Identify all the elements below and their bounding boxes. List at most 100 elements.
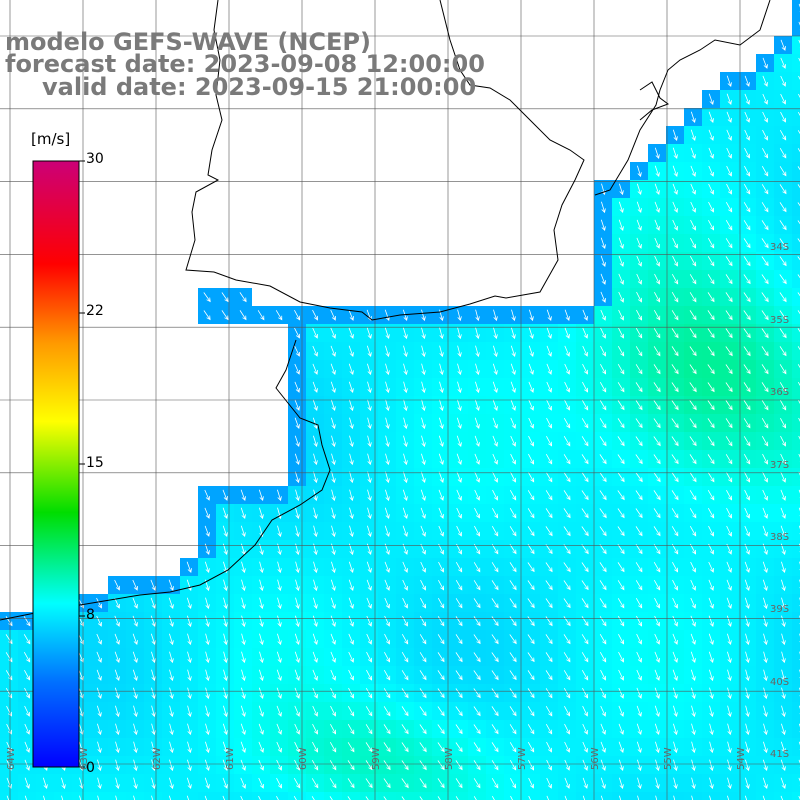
- wind-arrow: [348, 597, 354, 609]
- wind-arrow: [294, 687, 300, 699]
- wind-arrow: [582, 741, 588, 753]
- wind-cell: [792, 558, 800, 576]
- wind-arrow: [581, 526, 589, 537]
- wind-arrow: [708, 525, 714, 537]
- wind-arrow: [672, 562, 678, 573]
- wind-arrow: [599, 436, 607, 447]
- wind-arrow: [419, 652, 427, 663]
- wind-arrow: [456, 471, 462, 483]
- wind-arrow: [725, 274, 733, 285]
- wind-arrow: [151, 795, 154, 800]
- wind-arrow: [491, 634, 499, 645]
- wind-arrow: [726, 111, 732, 123]
- wind-arrow: [349, 453, 354, 466]
- wind-arrow: [79, 795, 82, 800]
- wind-arrow: [672, 615, 678, 627]
- wind-arrow: [581, 598, 589, 609]
- longitude-label: 58W: [444, 747, 455, 770]
- wind-arrow: [349, 525, 354, 538]
- wind-arrow: [259, 651, 264, 664]
- wind-arrow: [545, 705, 553, 717]
- wind-arrow: [690, 651, 696, 663]
- wind-arrow: [366, 669, 372, 681]
- wind-arrow: [743, 256, 751, 267]
- wind-arrow: [348, 579, 354, 591]
- wind-arrow: [600, 291, 606, 303]
- wind-arrow: [511, 309, 516, 322]
- wind-arrow: [509, 742, 517, 753]
- wind-arrow: [726, 165, 732, 177]
- wind-cell: [288, 792, 306, 800]
- wind-arrow: [312, 399, 318, 411]
- wind-arrow: [762, 57, 768, 69]
- wind-arrow: [205, 741, 210, 754]
- wind-arrow: [726, 183, 732, 195]
- wind-arrow: [96, 705, 102, 717]
- wind-arrow: [529, 309, 534, 322]
- wind-arrow: [367, 453, 372, 466]
- wind-arrow: [295, 561, 300, 574]
- wind-arrow: [23, 652, 31, 663]
- wind-arrow: [294, 633, 300, 645]
- wind-arrow: [509, 670, 517, 681]
- wind-arrow: [330, 615, 336, 627]
- wind-arrow: [438, 561, 444, 573]
- wind-arrow: [222, 741, 228, 753]
- wind-arrow: [367, 489, 372, 502]
- latitude-label: 41S: [770, 749, 789, 760]
- wind-arrow: [780, 418, 786, 429]
- wind-arrow: [672, 633, 678, 645]
- wind-arrow: [240, 705, 246, 717]
- wind-arrow: [43, 795, 46, 800]
- wind-cell: [792, 774, 800, 792]
- wind-arrow: [294, 723, 300, 735]
- wind-arrow: [330, 309, 336, 321]
- wind-arrow: [671, 346, 679, 357]
- wind-arrow: [763, 687, 768, 700]
- wind-arrow: [780, 75, 786, 87]
- wind-arrow: [150, 579, 156, 591]
- wind-arrow: [383, 760, 391, 771]
- wind-arrow: [473, 562, 481, 573]
- wind-arrow: [312, 309, 318, 321]
- wind-arrow: [401, 706, 409, 717]
- wind-cell: [792, 468, 800, 486]
- wind-arrow: [707, 472, 715, 483]
- wind-arrow: [455, 706, 463, 717]
- wind-arrow: [402, 579, 408, 591]
- wind-arrow: [727, 777, 732, 790]
- wind-arrow: [707, 418, 715, 429]
- wind-arrow: [617, 382, 625, 393]
- wind-arrow: [473, 742, 481, 753]
- wind-arrow: [348, 615, 354, 627]
- wind-arrow: [636, 219, 642, 231]
- wind-arrow: [617, 472, 625, 483]
- wind-arrow: [151, 741, 156, 754]
- wind-arrow: [383, 778, 391, 789]
- wind-arrow: [564, 723, 570, 735]
- wind-arrow: [654, 669, 660, 681]
- wind-arrow: [582, 309, 588, 321]
- wind-arrow: [797, 166, 800, 171]
- wind-cell: [792, 18, 800, 36]
- wind-arrow: [582, 759, 588, 771]
- latitude-label: 39S: [770, 604, 789, 615]
- wind-arrow: [797, 346, 800, 351]
- wind-arrow: [239, 292, 247, 303]
- wind-arrow: [725, 400, 733, 411]
- wind-arrow: [618, 651, 624, 663]
- wind-arrow: [671, 400, 679, 411]
- wind-arrow: [618, 255, 624, 267]
- wind-arrow: [6, 795, 10, 800]
- colorbar-tick-label: 0: [86, 760, 95, 776]
- wind-arrow: [258, 795, 261, 800]
- wind-arrow: [635, 472, 643, 483]
- wind-arrow: [636, 651, 642, 663]
- wind-arrow: [691, 723, 696, 736]
- wind-arrow: [618, 669, 624, 681]
- wind-arrow: [599, 633, 607, 645]
- wind-arrow: [438, 525, 444, 537]
- wind-arrow: [473, 796, 477, 800]
- wind-arrow: [438, 471, 444, 483]
